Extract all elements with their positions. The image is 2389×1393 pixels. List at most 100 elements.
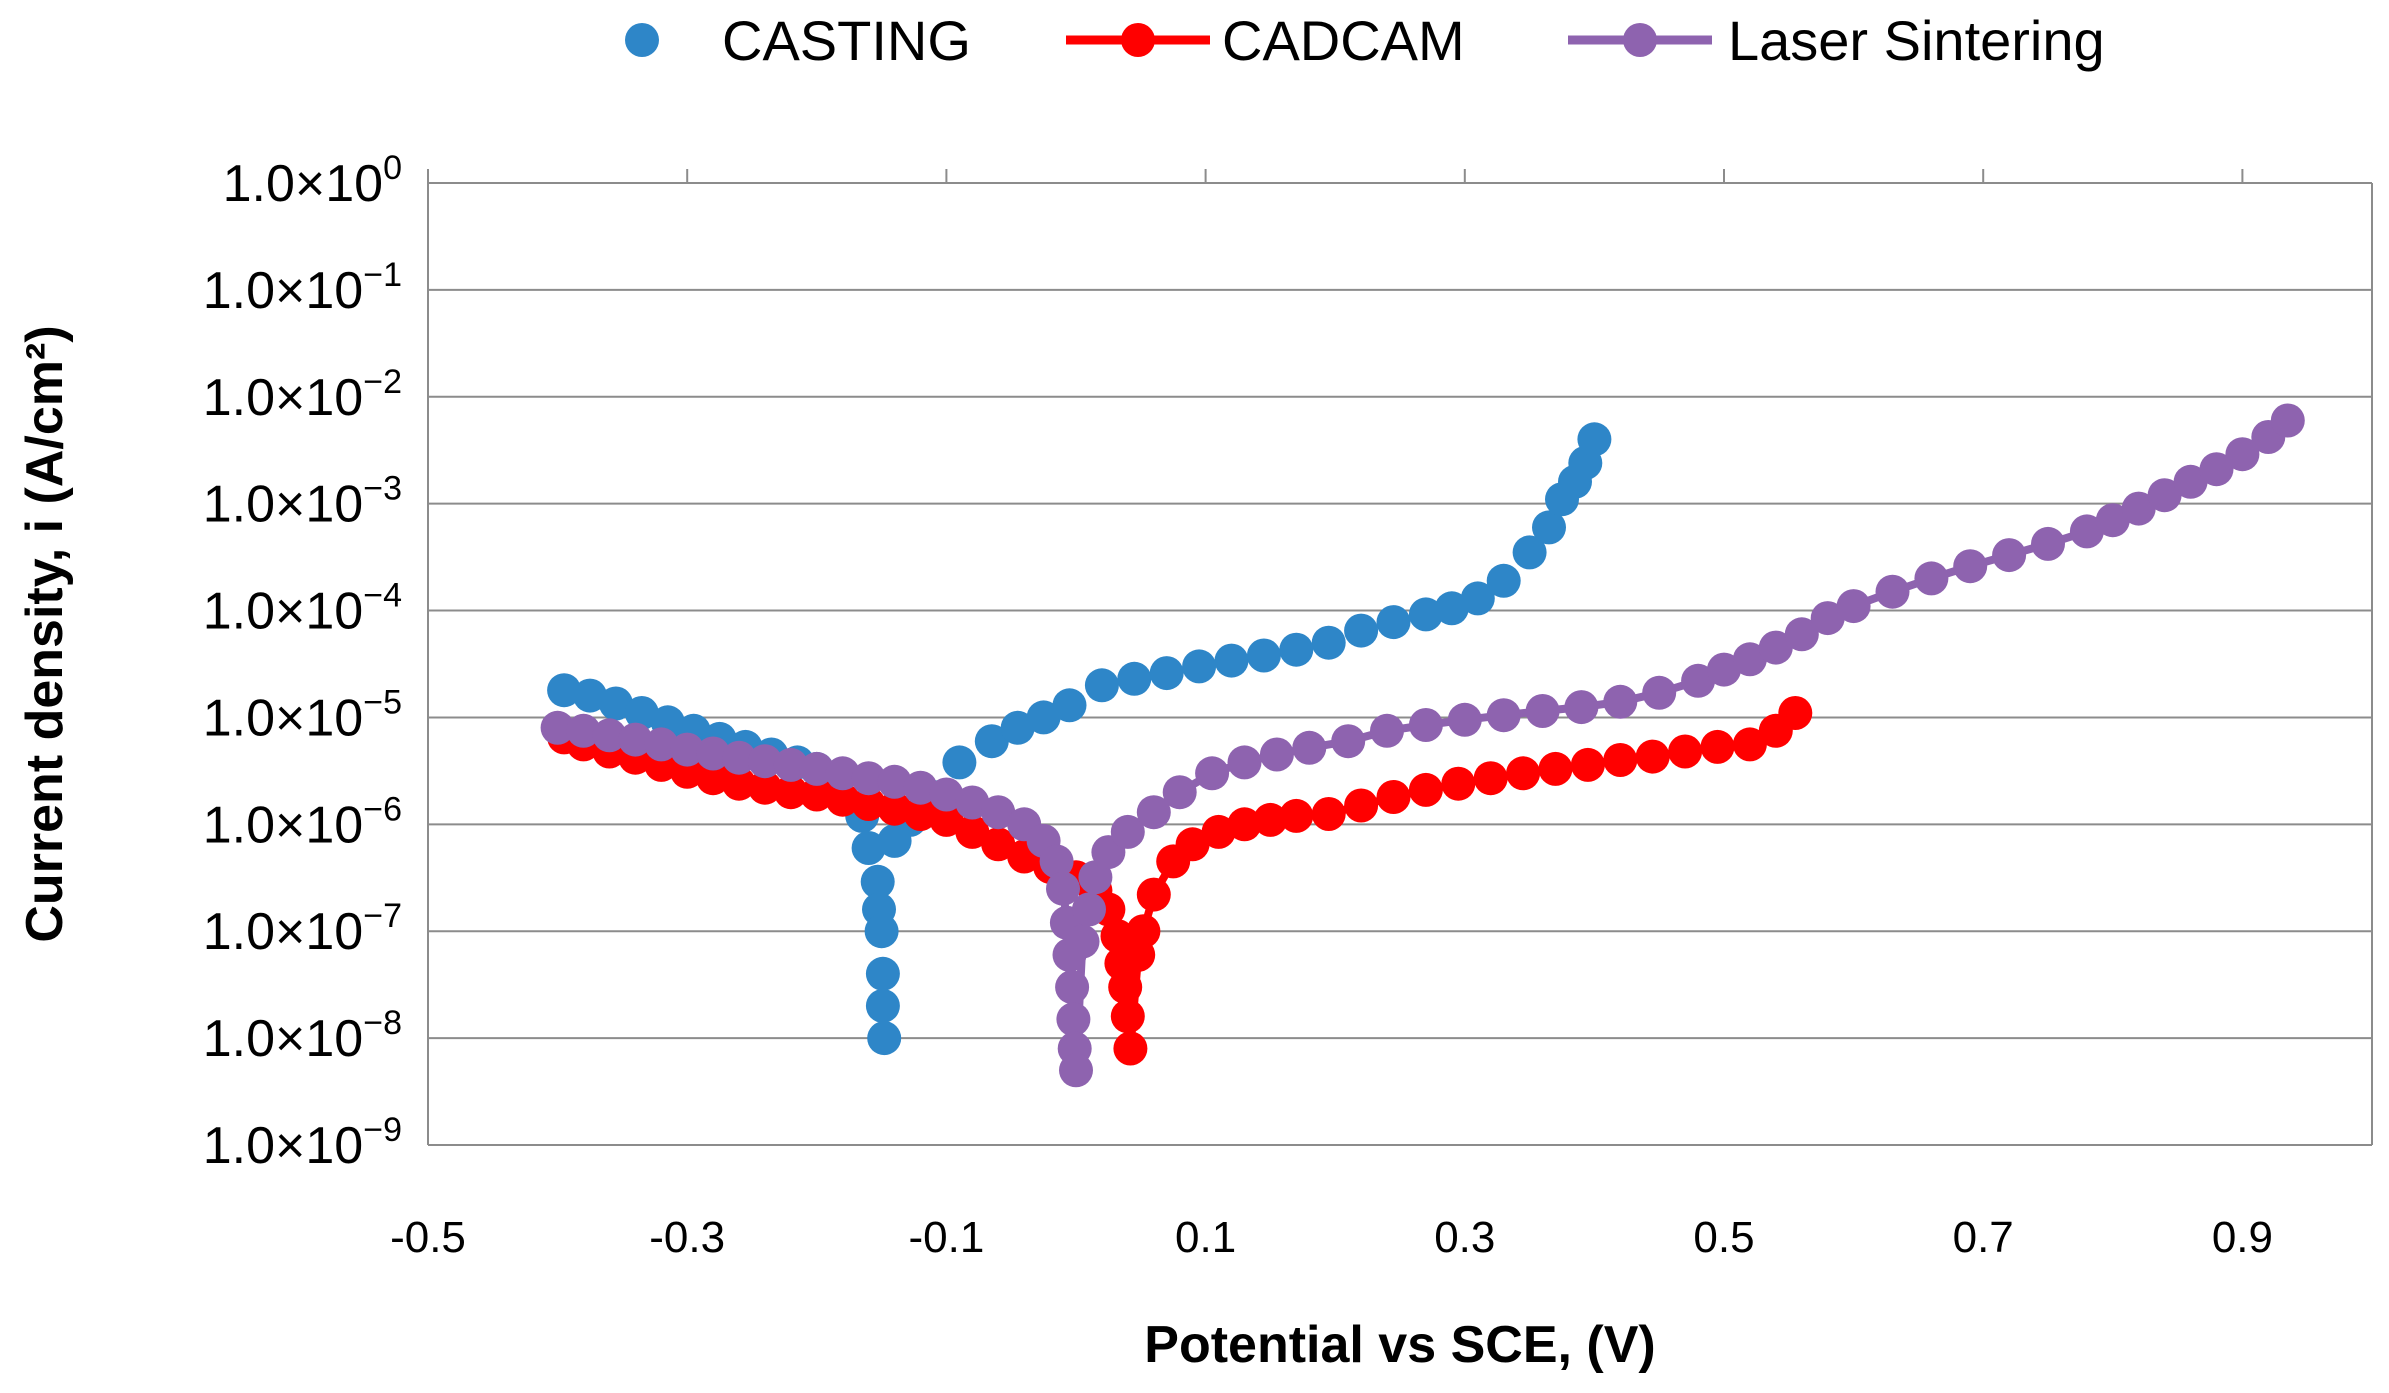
data-point — [1110, 814, 1145, 849]
data-point — [1603, 743, 1638, 777]
data-point — [981, 795, 1016, 830]
data-point — [696, 761, 731, 796]
y-tick-label: 1.0×10−6 — [203, 790, 402, 854]
data-point — [2173, 464, 2208, 499]
y-tick-label: 1.0×10−5 — [203, 683, 402, 747]
data-point — [1046, 871, 1080, 906]
data-point — [877, 764, 912, 799]
data-point — [1486, 563, 1521, 598]
data-point — [1486, 698, 1521, 733]
data-point — [2199, 452, 2234, 487]
y-tick-label: 1.0×10−9 — [203, 1111, 402, 1175]
data-point — [2121, 491, 2156, 526]
data-point — [1182, 649, 1217, 684]
data-point — [974, 724, 1009, 759]
y-tick-exponent: −8 — [363, 1004, 402, 1042]
legend-label: CASTING — [722, 9, 971, 72]
data-point — [903, 770, 938, 805]
data-point — [1072, 892, 1106, 927]
data-point — [540, 710, 575, 745]
data-point — [592, 718, 627, 753]
y-tick-label: 1.0×10−3 — [203, 470, 402, 534]
y-tick-exponent: −1 — [363, 256, 402, 294]
data-point — [1408, 708, 1443, 742]
data-point — [1810, 601, 1845, 636]
data-point — [598, 686, 633, 721]
data-point — [1055, 970, 1090, 1005]
data-point — [1570, 747, 1605, 782]
data-point — [1136, 877, 1171, 912]
y-axis-title: Current density, i (A/cm²) — [16, 325, 74, 942]
data-point — [1108, 970, 1143, 1005]
y-tick-label: 1.0×10−2 — [203, 363, 402, 427]
data-point — [748, 744, 782, 779]
data-point — [825, 756, 860, 791]
y-tick-labels: 1.0×1001.0×10−11.0×10−21.0×10−31.0×10−41… — [203, 149, 402, 1175]
data-point — [1473, 761, 1508, 796]
data-point — [748, 770, 782, 805]
x-tick-label: -0.5 — [390, 1213, 466, 1262]
data-point — [1259, 737, 1294, 772]
data-point — [1668, 734, 1703, 769]
legend-marker — [1121, 23, 1155, 57]
x-tick-label: -0.1 — [908, 1213, 984, 1262]
data-point — [865, 988, 900, 1023]
y-tick-exponent: −6 — [363, 790, 402, 828]
data-point — [1707, 652, 1741, 687]
data-point — [1525, 694, 1560, 728]
data-point — [1953, 549, 1988, 584]
data-point — [644, 727, 679, 762]
data-point — [1214, 643, 1249, 678]
x-tick-label: 0.1 — [1175, 1213, 1236, 1262]
data-point — [1732, 727, 1767, 762]
y-tick-label: 1.0×100 — [223, 149, 402, 213]
data-point — [2095, 503, 2130, 538]
data-point — [799, 751, 834, 786]
data-point — [1836, 589, 1871, 624]
data-point — [1311, 625, 1346, 660]
data-point — [1201, 814, 1236, 849]
data-point — [1376, 780, 1411, 814]
series-line — [557, 417, 2291, 1075]
legend-entry-cadcam: CADCAM — [1066, 9, 1465, 72]
data-point — [1460, 581, 1495, 616]
y-tick-exponent: −2 — [363, 363, 402, 401]
data-point — [1914, 561, 1949, 596]
data-point — [1084, 668, 1119, 703]
data-point — [1162, 775, 1197, 810]
data-point — [722, 740, 756, 775]
data-point — [864, 914, 899, 949]
legend-label: CADCAM — [1222, 9, 1465, 72]
data-point — [2031, 526, 2065, 561]
y-tick-mantissa: 1.0×10 — [203, 796, 364, 854]
data-point — [929, 802, 964, 837]
y-tick-exponent: −5 — [363, 683, 402, 721]
data-point — [1642, 675, 1677, 710]
data-point — [867, 1021, 902, 1056]
data-point — [1110, 999, 1145, 1034]
data-point — [1506, 756, 1541, 791]
data-point — [1577, 422, 1612, 457]
data-point — [1408, 772, 1443, 807]
series-laser-sintering — [540, 403, 2305, 1088]
data-point — [1117, 661, 1152, 696]
data-point — [1532, 510, 1566, 545]
data-point — [1253, 802, 1288, 837]
legend-marker — [1623, 23, 1657, 57]
legend-entry-casting: CASTING — [625, 9, 971, 72]
y-tick-label: 1.0×10−1 — [203, 256, 402, 320]
y-tick-exponent: 0 — [383, 149, 402, 187]
grid-lines — [428, 182, 2372, 1146]
y-tick-exponent: −7 — [363, 897, 402, 935]
x-tick-labels: -0.5 -0.3 -0.1 0.1 0.3 0.5 0.7 0.9 — [390, 1213, 2273, 1262]
data-point — [624, 696, 659, 730]
data-point — [2147, 478, 2182, 513]
data-point — [1370, 713, 1404, 748]
data-point — [1078, 860, 1113, 895]
data-point — [1344, 788, 1379, 823]
data-point — [1778, 696, 1813, 730]
data-point — [1311, 797, 1346, 831]
data-point — [1512, 535, 1547, 570]
data-point — [1065, 924, 1100, 959]
data-point — [1331, 724, 1366, 759]
